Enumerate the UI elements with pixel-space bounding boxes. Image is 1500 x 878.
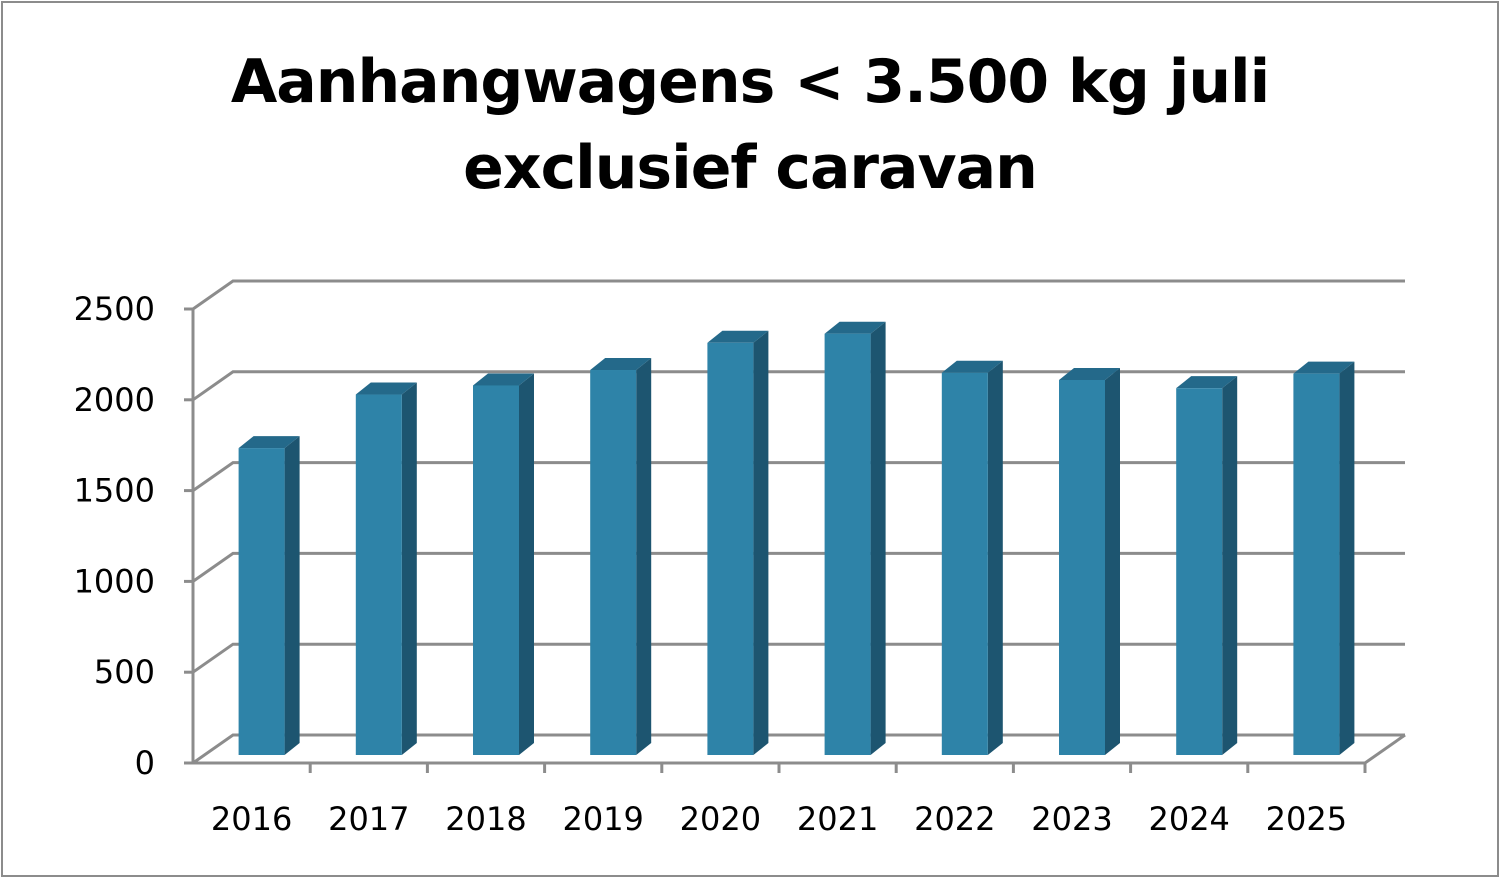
bar-top: [1059, 367, 1120, 380]
bar-front: [590, 370, 637, 755]
bar-side: [1339, 361, 1355, 755]
bar-top: [238, 436, 300, 449]
bar-2024: [1176, 376, 1238, 755]
bar-top: [355, 382, 417, 395]
gridline-1000: [192, 551, 1405, 583]
x-tick-label: 2021: [797, 800, 878, 838]
axes: [184, 307, 1406, 773]
bar-side: [987, 360, 1003, 755]
chart-title-line-1: Aanhangwagens < 3.500 kg juli: [230, 47, 1270, 117]
bar-top: [1293, 361, 1355, 374]
bar-front: [824, 333, 871, 755]
bar-front: [355, 394, 402, 755]
y-tick-label: 1000: [74, 562, 155, 600]
bar-2021: [824, 321, 886, 755]
bar-2020: [707, 330, 769, 755]
bar-side: [1222, 376, 1238, 755]
y-tick-label: 2000: [74, 381, 155, 419]
y-tick-label: 1500: [74, 472, 155, 510]
bar-side: [636, 358, 652, 755]
bar-2017: [355, 382, 417, 755]
bar-2016: [238, 436, 300, 755]
grid-lines: [192, 279, 1405, 765]
y-tick-label: 0: [135, 744, 155, 782]
bar-front: [707, 342, 754, 755]
bar-side: [284, 436, 300, 755]
bar-front: [941, 372, 988, 755]
tick-labels: 0 500 1000 1500 2000 2500 2016 2017 2018 2019 2020…: [74, 290, 1348, 838]
gridline-1500: [192, 461, 1405, 492]
gridline-2000: [192, 370, 1405, 402]
bar-front: [238, 448, 285, 755]
x-tick-label: 2019: [562, 800, 643, 838]
x-tick-label: 2016: [211, 800, 292, 838]
bar-top: [941, 360, 1003, 373]
bar-side: [870, 321, 886, 755]
bar-side: [753, 330, 769, 755]
bar-front: [1176, 388, 1223, 755]
x-tick-label: 2025: [1266, 800, 1347, 838]
x-tick-label: 2024: [1148, 800, 1229, 838]
x-tick-label: 2018: [445, 800, 526, 838]
bar-top: [473, 373, 534, 386]
chart-title-line-2: exclusief caravan: [463, 133, 1038, 203]
bar-2018: [473, 373, 534, 755]
floor-right-edge: [1364, 733, 1406, 765]
bar-side: [1105, 367, 1120, 755]
x-tick-label: 2017: [328, 800, 409, 838]
bar-top: [590, 358, 652, 371]
bar-front: [1059, 379, 1105, 755]
bars: [238, 321, 1355, 755]
bar-front: [1293, 373, 1340, 755]
bar-side: [401, 382, 417, 755]
bar-2023: [1059, 367, 1120, 755]
bar-2019: [590, 358, 652, 755]
bar-2025: [1293, 361, 1355, 755]
y-tick-label: 500: [94, 653, 155, 691]
bar-top: [707, 330, 769, 343]
y-tick-label: 2500: [74, 290, 155, 328]
bar-top: [1176, 376, 1238, 389]
bar-2022: [941, 360, 1003, 755]
x-tick-label: 2022: [914, 800, 995, 838]
bar-front: [473, 385, 519, 755]
x-tick-label: 2023: [1031, 800, 1112, 838]
bar-top: [824, 321, 886, 334]
gridline-500: [192, 642, 1405, 674]
bar-side: [519, 373, 534, 755]
gridline-0: [192, 733, 1405, 765]
x-tick-label: 2020: [680, 800, 761, 838]
gridline-2500: [192, 279, 1405, 311]
